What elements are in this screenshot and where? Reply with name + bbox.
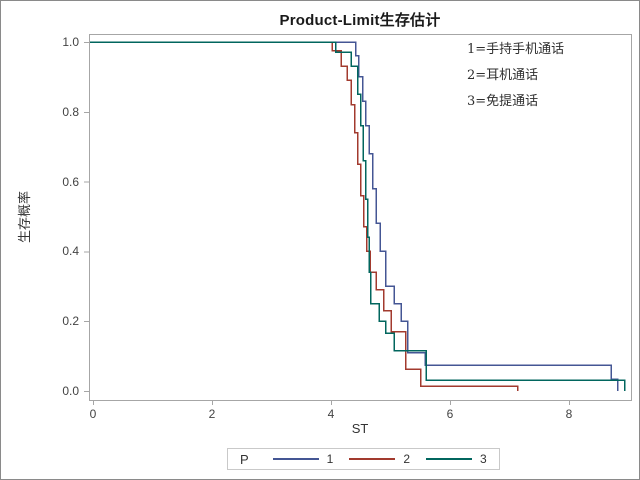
y-axis-title: 生存概率 (17, 191, 32, 244)
legend-item-1: 1 (272, 452, 334, 466)
survival-curve-group-1 (90, 41, 619, 391)
x-tick-label: 0 (89, 407, 97, 421)
legend-title: P (240, 451, 249, 467)
x-axis-title: ST (351, 421, 369, 436)
survival-curve-group-3 (90, 41, 626, 391)
legend: P 1 2 3 (227, 448, 500, 470)
legend-line-swatch (426, 458, 473, 460)
y-tick-label: 0.0 (62, 384, 79, 398)
chart-title: Product-Limit生存估计 (279, 12, 441, 29)
x-tick-label: 4 (327, 407, 335, 421)
group-annotation-block: 1=手持手机通话 2=耳机通话 3=免提通话 (467, 37, 564, 115)
y-tick-label: 0.4 (62, 244, 79, 259)
y-tick-label: 0.2 (62, 314, 79, 329)
legend-item-2: 2 (349, 452, 410, 466)
x-tick-label: 8 (565, 407, 573, 421)
y-tick-label: 0.6 (62, 174, 79, 189)
y-tick-label: 1.0 (62, 35, 79, 49)
annotation-group-2: 2=耳机通话 (467, 68, 539, 83)
legend-item-label: 2 (403, 452, 411, 466)
survival-curve-group-2 (90, 41, 519, 391)
annotation-group-3: 3=免提通话 (467, 94, 539, 109)
annotation-group-1: 1=手持手机通话 (467, 42, 565, 57)
legend-line-swatch (349, 458, 396, 460)
legend-line-swatch (272, 458, 319, 460)
x-tick-label: 2 (208, 407, 216, 421)
legend-item-3: 3 (426, 452, 487, 466)
plot-frame (89, 34, 632, 401)
legend-item-label: 1 (326, 452, 334, 466)
legend-items: 1 2 3 (272, 452, 487, 466)
y-tick-label: 0.8 (62, 104, 79, 119)
x-tick-label: 6 (446, 407, 454, 421)
legend-item-label: 3 (480, 452, 487, 466)
